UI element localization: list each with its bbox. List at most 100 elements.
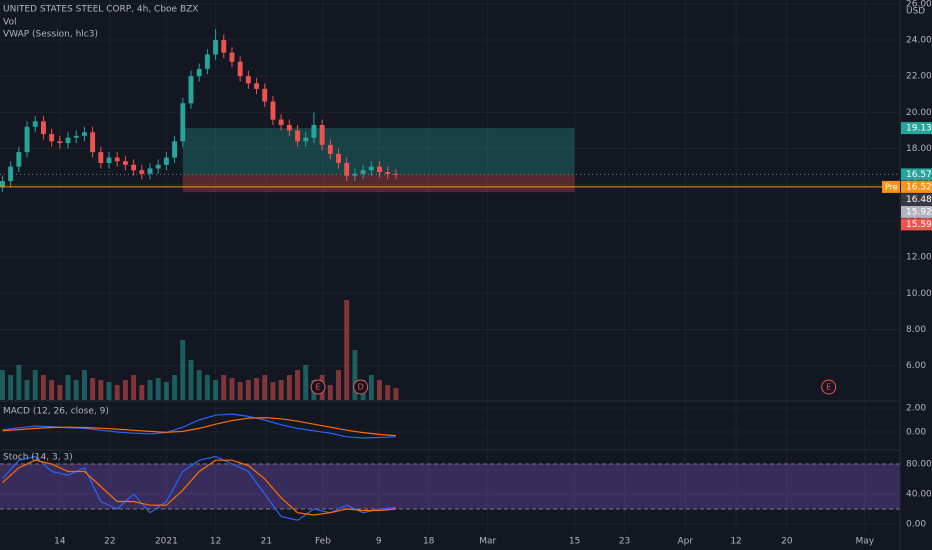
candle-body [73, 135, 79, 138]
position-zone [182, 174, 575, 193]
x-tick-label: Apr [677, 537, 693, 547]
volume-bar [40, 375, 46, 400]
candle-body [237, 61, 243, 77]
y-tick-label: 24.00 [906, 35, 932, 45]
volume-bar [155, 378, 161, 400]
volume-bar [32, 370, 38, 400]
candle-body [336, 153, 341, 164]
volume-bar [336, 370, 341, 400]
event-label: D [358, 383, 364, 392]
price-label: 15.59 [906, 220, 932, 230]
volume-bar [245, 380, 251, 400]
volume-bar [327, 385, 333, 400]
x-tick-label: 15 [569, 537, 580, 547]
volume-label: Vol [3, 18, 16, 28]
candle-body [270, 101, 276, 120]
volume-bar [270, 382, 276, 400]
candle-body [57, 141, 63, 144]
candle-body [286, 125, 292, 131]
price-label-box [901, 122, 932, 135]
volume-bar [163, 382, 169, 400]
candle-body [393, 173, 399, 175]
y-tick-label: 8.00 [906, 325, 926, 335]
volume-bar [213, 380, 219, 400]
x-tick-label: 14 [54, 537, 66, 547]
volume-bar [139, 385, 145, 400]
volume-bar [188, 360, 194, 400]
candle-body [163, 157, 169, 165]
candle-body [221, 39, 227, 53]
candle-body [106, 157, 112, 164]
price-label-box [901, 205, 932, 218]
candle-body [352, 173, 358, 176]
volume-bar [368, 375, 374, 400]
y-tick-label: 12.00 [906, 253, 932, 263]
candle-body [147, 168, 153, 174]
volume-bar [81, 370, 87, 400]
volume-bar [147, 380, 153, 400]
volume-bar [73, 380, 79, 400]
volume-bar [229, 378, 235, 400]
volume-bar [295, 370, 300, 400]
y-tick-label: 80.00 [906, 459, 932, 469]
volume-bar [49, 380, 55, 400]
price-label: 16.48 [906, 195, 932, 205]
volume-bar [180, 340, 186, 400]
candle-body [40, 121, 46, 135]
volume-bar [262, 375, 268, 400]
event-marker [353, 379, 369, 395]
candle-body [295, 130, 300, 142]
candle-body [188, 76, 194, 104]
volume-bar [65, 375, 71, 400]
candle-body [155, 164, 161, 169]
volume-bar [278, 380, 284, 400]
volume-bar [196, 370, 202, 400]
x-tick-label: 21 [261, 537, 272, 547]
candle-body [213, 39, 219, 55]
y-tick-label: 18.00 [906, 144, 932, 154]
volume-bar [8, 375, 14, 400]
volume-bar [122, 380, 128, 400]
candle-body [16, 152, 22, 167]
candle-body [32, 121, 38, 127]
volume-bar [114, 385, 120, 400]
candle-body [278, 119, 284, 126]
candle-body [319, 125, 325, 145]
candle-body [229, 52, 235, 62]
y-tick-label: 6.00 [906, 361, 926, 371]
volume-bar [90, 378, 96, 400]
grid [0, 0, 900, 532]
event-label: E [826, 383, 831, 392]
candle-body [114, 157, 120, 162]
event-marker [310, 379, 326, 395]
currency: USD [906, 7, 925, 17]
macd-title: MACD (12, 26, close, 9) [3, 407, 109, 417]
candle-body [344, 163, 350, 176]
candle-body [172, 141, 178, 158]
indicator-line [2, 416, 396, 437]
candle-body [90, 132, 96, 153]
candle-body [245, 76, 251, 84]
candle-body [254, 83, 260, 89]
indicator-line [2, 459, 396, 516]
stoch-title: Stoch (14, 3, 3) [3, 453, 73, 463]
y-tick-label: 2.00 [906, 404, 926, 414]
price-label-box [901, 218, 932, 231]
candle-body [360, 170, 366, 174]
candle-body [8, 166, 14, 182]
x-tick-label: 9 [376, 537, 382, 547]
x-tick-label: 23 [619, 537, 630, 547]
x-tick-label: 20 [781, 537, 793, 547]
price-label-box [901, 168, 932, 181]
candle-body [98, 152, 104, 164]
candle-body [24, 126, 30, 153]
candle-body [262, 88, 268, 102]
candle-body [131, 164, 137, 171]
volume-bar [24, 380, 30, 400]
candle-body [385, 172, 391, 174]
candle-body [139, 170, 145, 174]
y-tick-label: 0.00 [906, 428, 926, 438]
candle-body [81, 132, 87, 136]
